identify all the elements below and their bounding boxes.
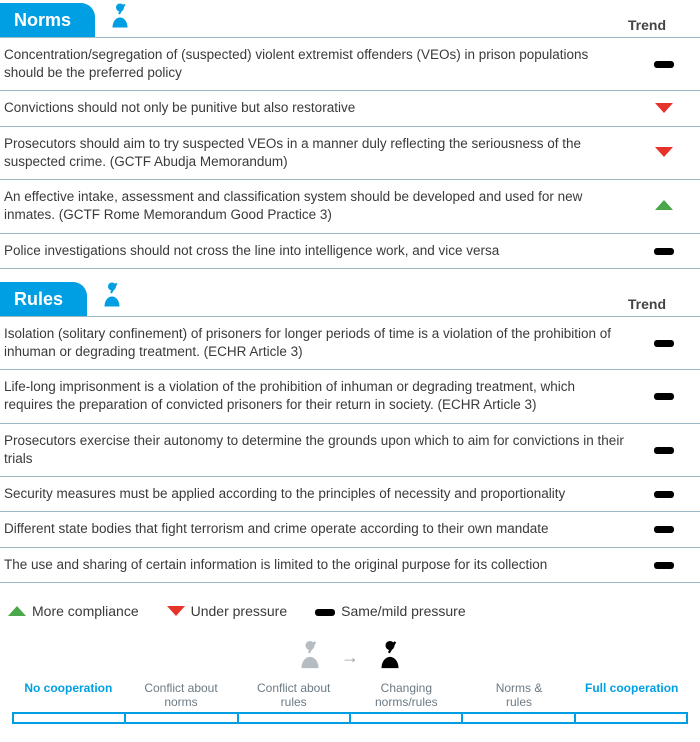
- row-text: Isolation (solitary confinement) of pris…: [4, 325, 624, 361]
- triangle-up-icon: [655, 200, 673, 210]
- legend: More compliance Under pressure Same/mild…: [0, 593, 700, 633]
- table-row: The use and sharing of certain informati…: [0, 548, 700, 583]
- section-tab: Norms: [0, 3, 95, 37]
- bar-same-icon: [654, 562, 674, 569]
- scale-step: Changingnorms/rules: [350, 682, 463, 710]
- scale-left: No cooperation: [12, 682, 125, 710]
- scale-bar: [12, 712, 688, 724]
- table-row: Isolation (solitary confinement) of pris…: [0, 317, 700, 370]
- legend-up-label: More compliance: [32, 603, 139, 619]
- bar-same-icon: [654, 393, 674, 400]
- trend-header: Trend: [628, 296, 700, 316]
- row-text: The use and sharing of certain informati…: [4, 556, 624, 574]
- triangle-down-icon: [655, 103, 673, 113]
- table-row: Police investigations should not cross t…: [0, 234, 700, 269]
- row-trend: [636, 197, 692, 215]
- triangle-down-icon: [655, 147, 673, 157]
- row-trend: [636, 556, 692, 574]
- table-row: Security measures must be applied accord…: [0, 477, 700, 512]
- section-norms: Norms TrendConcentration/segregation of (…: [0, 0, 700, 269]
- section-title: Norms: [14, 10, 71, 30]
- scale-step: Conflict aboutrules: [237, 682, 350, 710]
- legend-same-label: Same/mild pressure: [341, 603, 466, 619]
- table-row: Prosecutors should aim to try suspected …: [0, 127, 700, 180]
- row-text: Different state bodies that fight terror…: [4, 520, 624, 538]
- scale-figures: →: [12, 637, 688, 676]
- bar-same-icon: [654, 248, 674, 255]
- table-row: Life-long imprisonment is a violation of…: [0, 370, 700, 423]
- legend-item-same: Same/mild pressure: [315, 603, 466, 619]
- section-header: Rules Trend: [0, 279, 700, 317]
- row-trend: [636, 242, 692, 260]
- bar-same-icon: [654, 491, 674, 498]
- triangle-up-icon: [8, 606, 26, 616]
- triangle-down-icon: [167, 606, 185, 616]
- scale-step: Norms &rules: [463, 682, 576, 710]
- table-row: Different state bodies that fight terror…: [0, 512, 700, 547]
- bar-same-icon: [315, 609, 335, 616]
- scale-labels: No cooperation Conflict aboutnorms Confl…: [12, 682, 688, 710]
- figure-grey-icon: [293, 637, 327, 671]
- row-trend: [636, 485, 692, 503]
- row-text: Security measures must be applied accord…: [4, 485, 624, 503]
- section-title: Rules: [14, 289, 63, 309]
- row-trend: [636, 334, 692, 352]
- table-row: An effective intake, assessment and clas…: [0, 180, 700, 233]
- row-text: Life-long imprisonment is a violation of…: [4, 378, 624, 414]
- row-text: Prosecutors should aim to try suspected …: [4, 135, 624, 171]
- section-tab: Rules: [0, 282, 87, 316]
- trend-header: Trend: [628, 17, 700, 37]
- section-icon: [87, 279, 127, 316]
- row-trend: [636, 55, 692, 73]
- bar-same-icon: [654, 61, 674, 68]
- legend-item-up: More compliance: [8, 603, 139, 619]
- row-trend: [636, 100, 692, 118]
- cooperation-scale: → No cooperation Conflict aboutnorms Con…: [0, 633, 700, 725]
- bar-same-icon: [654, 340, 674, 347]
- row-trend: [636, 520, 692, 538]
- figure-black-icon: [373, 637, 407, 671]
- row-text: Convictions should not only be punitive …: [4, 99, 624, 117]
- bar-same-icon: [654, 526, 674, 533]
- ninja-icon: [105, 0, 135, 30]
- table-row: Prosecutors exercise their autonomy to d…: [0, 424, 700, 477]
- scale-right: Full cooperation: [575, 682, 688, 710]
- bar-same-icon: [654, 447, 674, 454]
- legend-item-down: Under pressure: [167, 603, 288, 619]
- row-text: An effective intake, assessment and clas…: [4, 188, 624, 224]
- table-row: Concentration/segregation of (suspected)…: [0, 38, 700, 91]
- row-trend: [636, 387, 692, 405]
- table-row: Convictions should not only be punitive …: [0, 91, 700, 126]
- row-trend: [636, 441, 692, 459]
- row-text: Concentration/segregation of (suspected)…: [4, 46, 624, 82]
- scale-step: Conflict aboutnorms: [125, 682, 238, 710]
- row-text: Police investigations should not cross t…: [4, 242, 624, 260]
- row-text: Prosecutors exercise their autonomy to d…: [4, 432, 624, 468]
- arrow-right-icon: →: [341, 647, 359, 667]
- section-header: Norms Trend: [0, 0, 700, 38]
- section-icon: [95, 0, 135, 37]
- row-trend: [636, 144, 692, 162]
- legend-down-label: Under pressure: [191, 603, 288, 619]
- section-rules: Rules TrendIsolation (solitary confinemen…: [0, 279, 700, 583]
- ninja-icon: [97, 279, 127, 309]
